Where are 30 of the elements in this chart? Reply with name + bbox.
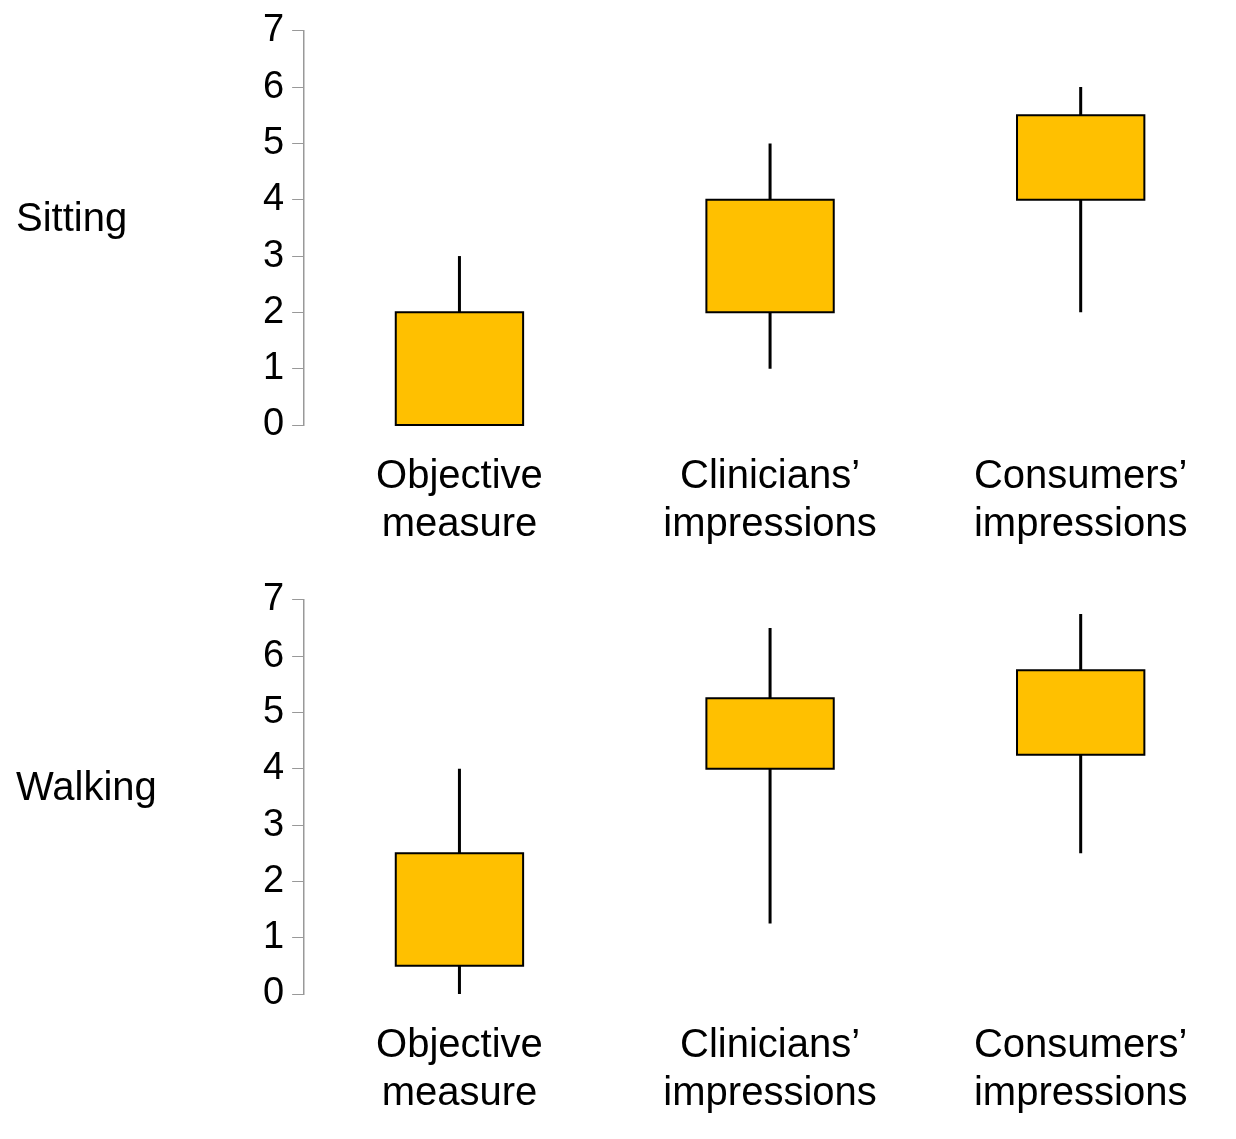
y-tick-label: 1: [262, 345, 285, 388]
y-tick-label: 3: [262, 801, 285, 844]
y-tick-label: 0: [262, 970, 285, 1013]
y-tick-label: 0: [262, 401, 285, 444]
x-tick-label: Objective measure: [376, 1021, 543, 1114]
y-tick-label: 3: [262, 232, 285, 275]
candlestick: [1016, 613, 1146, 854]
x-tick-label: Clinicians’ impressions: [663, 1021, 877, 1114]
y-tick-label: 2: [262, 288, 285, 331]
x-tick-label: Objective measure: [376, 452, 543, 545]
candlestick: [705, 627, 835, 924]
x-tick-label: Consumers’ impressions: [973, 1021, 1188, 1114]
y-tick-label: 1: [262, 914, 285, 957]
y-axis-title: Walking: [16, 764, 157, 809]
y-tick-label: 7: [262, 7, 285, 50]
candlestick: [705, 143, 835, 369]
candlestick: [1016, 87, 1146, 313]
y-tick-label: 5: [262, 119, 285, 162]
x-tick-label: Consumers’ impressions: [973, 452, 1188, 545]
y-tick-label: 6: [262, 63, 285, 106]
y-tick-label: 5: [262, 688, 285, 731]
candlestick: [394, 256, 525, 426]
y-axis-title: Sitting: [16, 195, 128, 240]
y-tick-label: 6: [262, 632, 285, 675]
y-tick-label: 4: [262, 745, 285, 788]
candlestick: [394, 768, 525, 994]
x-tick-label: Clinicians’ impressions: [663, 452, 877, 545]
y-tick-label: 4: [262, 176, 285, 219]
y-tick-label: 7: [262, 576, 285, 619]
y-tick-label: 2: [262, 857, 285, 900]
